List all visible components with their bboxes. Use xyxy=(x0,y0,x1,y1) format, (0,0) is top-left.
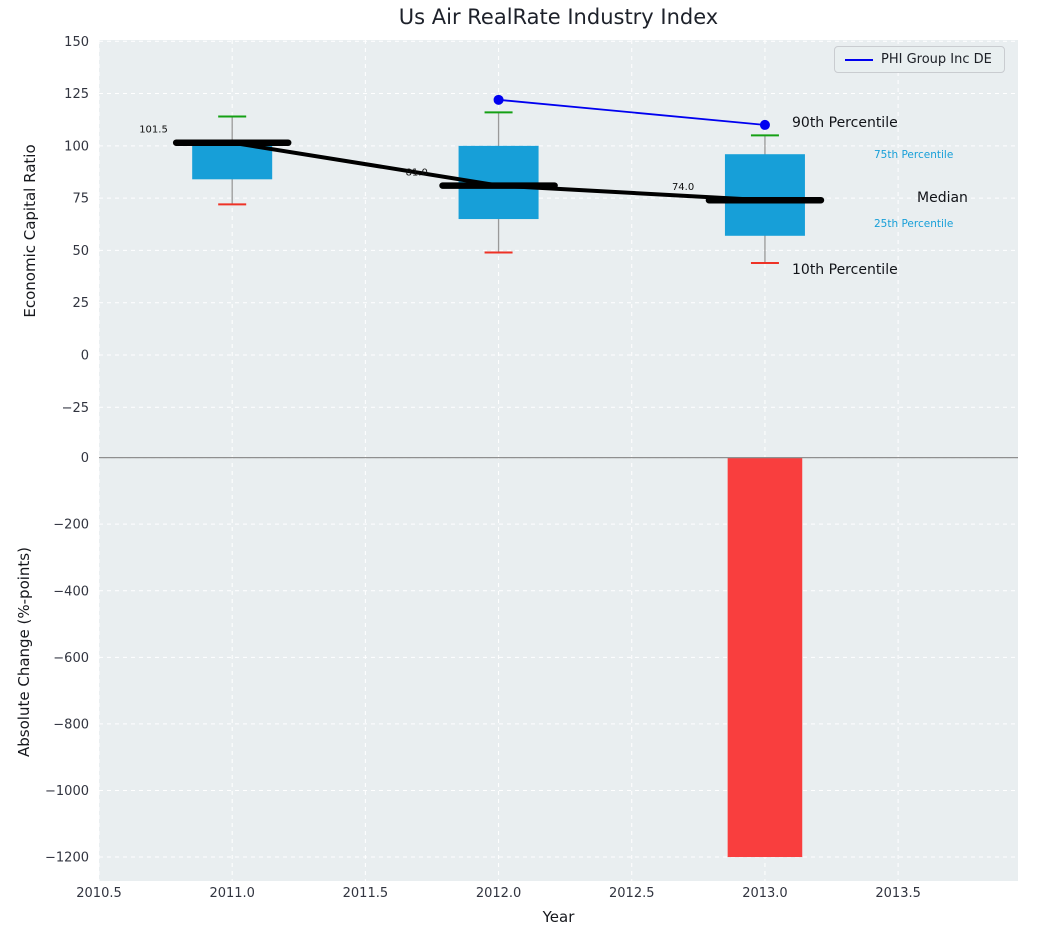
y-tick-labels: 0 −200 −400 −600 −800 −1000 −1200 xyxy=(45,451,89,865)
median-value-label: 74.0 xyxy=(672,182,694,193)
box-2013 xyxy=(724,134,805,264)
svg-text:0: 0 xyxy=(81,451,89,466)
legend: PHI Group Inc DE xyxy=(834,46,1005,73)
axes-top: 150 125 100 75 50 25 0 −25 101.5 81.0 74.0 xyxy=(62,35,1018,423)
svg-text:2011.0: 2011.0 xyxy=(209,886,255,901)
svg-text:−200: −200 xyxy=(53,518,89,533)
annotation-25th-percentile: 25th Percentile xyxy=(874,218,954,230)
series-marker xyxy=(493,94,504,105)
chart-title: Us Air RealRate Industry Index xyxy=(398,5,719,29)
x-tick-labels: 2010.5 2011.0 2011.5 2012.0 2012.5 2013.0 2013… xyxy=(76,886,921,901)
svg-text:0: 0 xyxy=(81,349,89,364)
median-value-label: 101.5 xyxy=(139,125,168,136)
svg-text:−400: −400 xyxy=(53,584,89,599)
y-axis-label-bottom: Absolute Change (%-points) xyxy=(15,547,33,757)
svg-text:50: 50 xyxy=(72,244,89,259)
y-tick-labels: 150 125 100 75 50 25 0 −25 xyxy=(62,35,89,416)
svg-text:125: 125 xyxy=(64,87,89,102)
svg-text:25: 25 xyxy=(72,296,89,311)
svg-text:2013.0: 2013.0 xyxy=(742,886,788,901)
y-axis-label-top: Economic Capital Ratio xyxy=(21,144,39,318)
change-bar-2013 xyxy=(727,457,803,858)
svg-text:−25: −25 xyxy=(62,401,89,416)
svg-text:100: 100 xyxy=(64,139,89,154)
svg-text:2012.0: 2012.0 xyxy=(476,886,522,901)
svg-text:−800: −800 xyxy=(53,717,89,732)
svg-text:−1000: −1000 xyxy=(45,784,89,799)
svg-text:−1200: −1200 xyxy=(45,851,89,866)
box-2011 xyxy=(192,115,273,206)
svg-text:150: 150 xyxy=(64,35,89,50)
legend-line-sample xyxy=(845,58,873,61)
annotation-90th-percentile: 90th Percentile xyxy=(792,115,898,131)
svg-text:2012.5: 2012.5 xyxy=(609,886,655,901)
median-value-label: 81.0 xyxy=(406,168,428,179)
svg-text:2013.5: 2013.5 xyxy=(875,886,921,901)
iqr-box xyxy=(724,154,805,236)
legend-label: PHI Group Inc DE xyxy=(881,52,992,67)
svg-text:−600: −600 xyxy=(53,651,89,666)
svg-text:2010.5: 2010.5 xyxy=(76,886,122,901)
iqr-box xyxy=(192,143,273,180)
series-marker xyxy=(759,119,770,130)
series-line xyxy=(493,94,770,130)
annotation-10th-percentile: 10th Percentile xyxy=(792,262,898,278)
svg-text:75: 75 xyxy=(72,192,89,207)
annotation-median: Median xyxy=(917,190,968,206)
annotation-75th-percentile: 75th Percentile xyxy=(874,149,954,161)
x-axis-label: Year xyxy=(542,908,575,926)
svg-text:2011.5: 2011.5 xyxy=(343,886,389,901)
